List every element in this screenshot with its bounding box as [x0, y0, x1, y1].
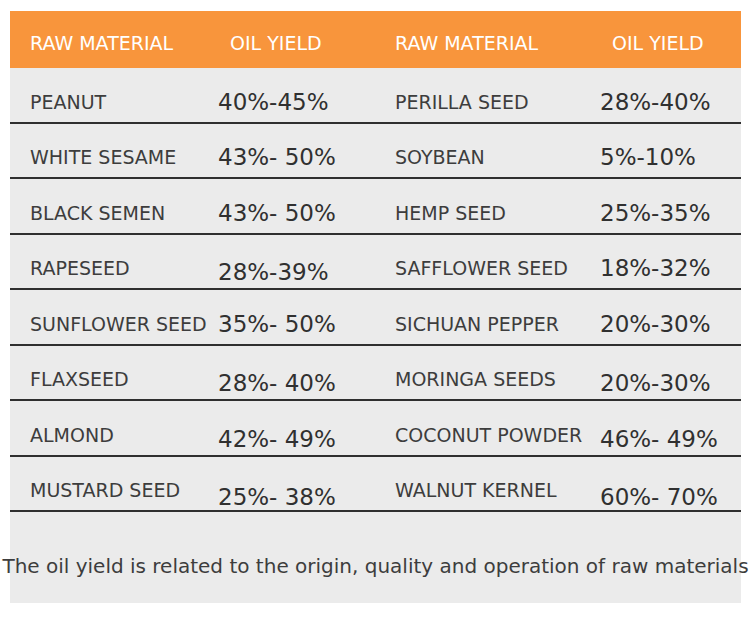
yield-cell: 5%-10% [600, 144, 741, 170]
table-row: SUNFLOWER SEED 35%- 50% SICHUAN PEPPER 2… [10, 290, 741, 346]
table-row: MUSTARD SEED 25%- 38% WALNUT KERNEL 60%-… [10, 457, 741, 513]
yield-cell: 42%- 49% [218, 426, 395, 452]
yield-cell: 43%- 50% [218, 144, 395, 170]
material-cell: COCONUT POWDER [395, 424, 600, 446]
header-raw-material-right: RAW MATERIAL [395, 32, 600, 54]
oil-yield-infographic: RAW MATERIAL OIL YIELD RAW MATERIAL OIL … [0, 0, 750, 630]
material-cell: ALMOND [10, 424, 218, 446]
header-oil-yield-right: OIL YIELD [600, 32, 741, 54]
table-row: ALMOND 42%- 49% COCONUT POWDER 46%- 49% [10, 401, 741, 457]
oil-yield-table: RAW MATERIAL OIL YIELD RAW MATERIAL OIL … [10, 11, 741, 603]
yield-cell: 60%- 70% [600, 484, 741, 510]
material-cell: SICHUAN PEPPER [395, 313, 600, 335]
material-cell: MUSTARD SEED [10, 479, 218, 501]
yield-cell: 43%- 50% [218, 200, 395, 226]
yield-cell: 28%-40% [600, 89, 741, 115]
yield-cell: 20%-30% [600, 370, 741, 396]
footer-note: The oil yield is related to the origin, … [2, 554, 748, 578]
yield-cell: 46%- 49% [600, 426, 741, 452]
header-raw-material-left: RAW MATERIAL [10, 32, 218, 54]
table-row: FLAXSEED 28%- 40% MORINGA SEEDS 20%-30% [10, 346, 741, 402]
yield-cell: 25%-35% [600, 200, 741, 226]
material-cell: BLACK SEMEN [10, 202, 218, 224]
footer-note-bar: The oil yield is related to the origin, … [10, 512, 741, 603]
material-cell: PEANUT [10, 91, 218, 113]
yield-cell: 40%-45% [218, 89, 395, 115]
table-row: RAPESEED 28%-39% SAFFLOWER SEED 18%-32% [10, 235, 741, 291]
yield-cell: 28%-39% [218, 259, 395, 285]
material-cell: SOYBEAN [395, 146, 600, 168]
material-cell: FLAXSEED [10, 368, 218, 390]
header-oil-yield-left: OIL YIELD [218, 32, 395, 54]
material-cell: WALNUT KERNEL [395, 479, 600, 501]
table-row: WHITE SESAME 43%- 50% SOYBEAN 5%-10% [10, 124, 741, 180]
material-cell: RAPESEED [10, 257, 218, 279]
yield-cell: 20%-30% [600, 311, 741, 337]
yield-cell: 18%-32% [600, 255, 741, 281]
table-row: BLACK SEMEN 43%- 50% HEMP SEED 25%-35% [10, 179, 741, 235]
material-cell: SAFFLOWER SEED [395, 257, 600, 279]
material-cell: MORINGA SEEDS [395, 368, 600, 390]
material-cell: HEMP SEED [395, 202, 600, 224]
material-cell: SUNFLOWER SEED [10, 313, 218, 335]
yield-cell: 35%- 50% [218, 311, 395, 337]
material-cell: PERILLA SEED [395, 91, 600, 113]
table-row: PEANUT 40%-45% PERILLA SEED 28%-40% [10, 68, 741, 124]
table-header-row: RAW MATERIAL OIL YIELD RAW MATERIAL OIL … [10, 11, 741, 68]
yield-cell: 28%- 40% [218, 370, 395, 396]
yield-cell: 25%- 38% [218, 484, 395, 510]
material-cell: WHITE SESAME [10, 146, 218, 168]
